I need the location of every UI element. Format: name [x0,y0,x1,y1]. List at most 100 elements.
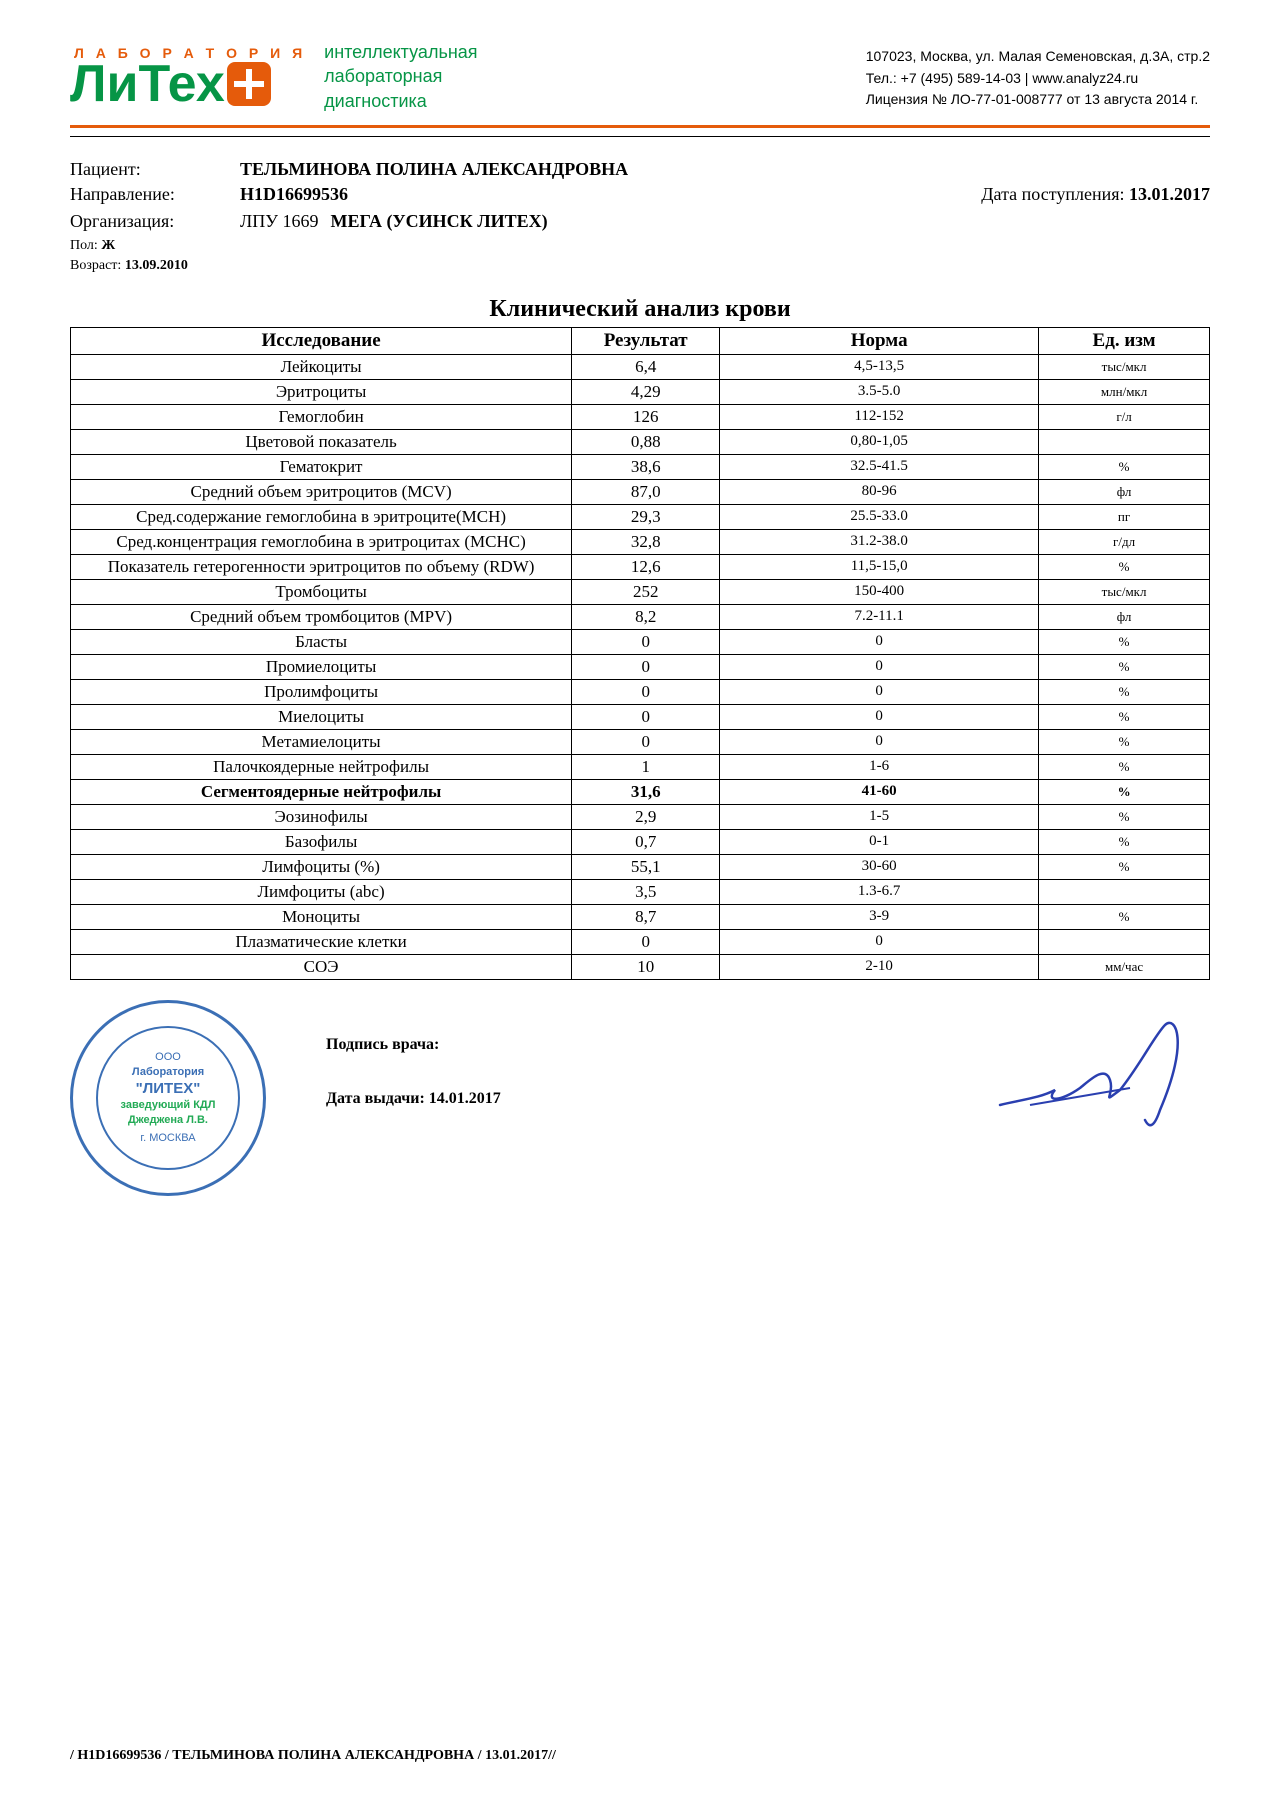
cell-result: 0 [572,679,720,704]
col-result: Результат [572,327,720,354]
cell-result: 4,29 [572,379,720,404]
cell-test: Пролимфоциты [71,679,572,704]
col-norm: Норма [720,327,1039,354]
cell-norm: 2-10 [720,954,1039,979]
cell-test: Бласты [71,629,572,654]
cell-norm: 0 [720,704,1039,729]
cell-unit: г/дл [1039,529,1210,554]
cell-norm: 0-1 [720,829,1039,854]
cell-norm: 0 [720,929,1039,954]
tagline: интеллектуальная лабораторная диагностик… [324,40,477,113]
cell-norm: 1-5 [720,804,1039,829]
lab-address: 107023, Москва, ул. Малая Семеновская, д… [866,46,1210,68]
cell-test: Гемоглобин [71,404,572,429]
header-right: 107023, Москва, ул. Малая Семеновская, д… [866,46,1210,111]
label-doctor-signature: Подпись врача: [326,1036,501,1054]
cell-test: Лимфоциты (%) [71,854,572,879]
cell-test: Плазматические клетки [71,929,572,954]
cell-unit: % [1039,854,1210,879]
cell-unit: млн/мкл [1039,379,1210,404]
table-row: Бласты00% [71,629,1210,654]
table-row: Тромбоциты252150-400тыс/мкл [71,579,1210,604]
cell-result: 55,1 [572,854,720,879]
table-row: Промиелоциты00% [71,654,1210,679]
cell-test: Средний объем тромбоцитов (MPV) [71,604,572,629]
cell-test: Сред.содержание гемоглобина в эритроците… [71,504,572,529]
cell-test: Моноциты [71,904,572,929]
logo-name: ЛиТех [70,61,225,108]
cell-norm: 31.2-38.0 [720,529,1039,554]
cell-norm: 0 [720,729,1039,754]
cell-unit: % [1039,754,1210,779]
table-header-row: Исследование Результат Норма Ед. изм [71,327,1210,354]
cell-unit: % [1039,829,1210,854]
cell-result: 8,7 [572,904,720,929]
cell-unit: % [1039,629,1210,654]
table-row: Палочкоядерные нейтрофилы11-6% [71,754,1210,779]
cell-unit: % [1039,804,1210,829]
cell-test: Средний объем эритроцитов (MCV) [71,479,572,504]
table-row: Метамиелоциты00% [71,729,1210,754]
cell-unit [1039,879,1210,904]
tagline-3: диагностика [324,89,477,113]
cell-result: 87,0 [572,479,720,504]
stamp-line1: ООО [121,1050,216,1064]
cell-norm: 80-96 [720,479,1039,504]
org-code: ЛПУ 1669 [240,211,318,232]
cell-result: 12,6 [572,554,720,579]
table-row: Гематокрит38,632.5-41.5% [71,454,1210,479]
date-in-value: 13.01.2017 [1129,184,1210,204]
date-in: Дата поступления: 13.01.2017 [981,184,1210,205]
lab-license: Лицензия № ЛО-77-01-008777 от 13 августа… [866,89,1210,111]
cell-norm: 4,5-13,5 [720,354,1039,379]
label-referral: Направление: [70,184,240,205]
cell-unit: % [1039,679,1210,704]
header-left: Л А Б О Р А Т О Р И Я ЛиТех интеллектуал… [70,40,478,113]
cell-result: 0,88 [572,429,720,454]
cell-norm: 30-60 [720,854,1039,879]
table-row: СОЭ102-10мм/час [71,954,1210,979]
cell-norm: 1.3-6.7 [720,879,1039,904]
cell-norm: 150-400 [720,579,1039,604]
cell-unit: фл [1039,479,1210,504]
cell-unit: % [1039,704,1210,729]
table-row: Плазматические клетки00 [71,929,1210,954]
table-row: Эритроциты4,293.5-5.0млн/мкл [71,379,1210,404]
cell-test: Эритроциты [71,379,572,404]
cell-norm: 1-6 [720,754,1039,779]
table-row: Цветовой показатель0,880,80-1,05 [71,429,1210,454]
header-rule [70,136,1210,137]
label-age: Возраст: [70,258,121,274]
label-patient: Пациент: [70,159,240,180]
cell-test: Палочкоядерные нейтрофилы [71,754,572,779]
table-row: Эозинофилы2,91-5% [71,804,1210,829]
cell-result: 0,7 [572,829,720,854]
stamp-inner: ООО Лаборатория "ЛИТЕХ" заведующий КДЛ Д… [96,1026,240,1170]
cell-result: 0 [572,729,720,754]
results-table: Исследование Результат Норма Ед. изм Лей… [70,327,1210,980]
col-test: Исследование [71,327,572,354]
cell-unit: фл [1039,604,1210,629]
cell-unit: мм/час [1039,954,1210,979]
cell-test: Сред.концентрация гемоглобина в эритроци… [71,529,572,554]
cell-result: 252 [572,579,720,604]
cell-unit: пг [1039,504,1210,529]
cell-unit: % [1039,654,1210,679]
signature-icon [990,1010,1210,1140]
cell-norm: 0 [720,629,1039,654]
cell-result: 38,6 [572,454,720,479]
cell-norm: 112-152 [720,404,1039,429]
cell-result: 0 [572,654,720,679]
table-row: Сред.содержание гемоглобина в эритроците… [71,504,1210,529]
table-row: Гемоглобин126112-152г/л [71,404,1210,429]
cell-unit: г/л [1039,404,1210,429]
table-row: Показатель гетерогенности эритроцитов по… [71,554,1210,579]
cell-test: Метамиелоциты [71,729,572,754]
cell-test: Промиелоциты [71,654,572,679]
lab-report-page: Л А Б О Р А Т О Р И Я ЛиТех интеллектуал… [0,0,1280,1804]
cell-result: 8,2 [572,604,720,629]
cell-result: 10 [572,954,720,979]
lab-phone: Тел.: +7 (495) 589-14-03 | www.analyz24.… [866,68,1210,90]
col-unit: Ед. изм [1039,327,1210,354]
table-row: Миелоциты00% [71,704,1210,729]
